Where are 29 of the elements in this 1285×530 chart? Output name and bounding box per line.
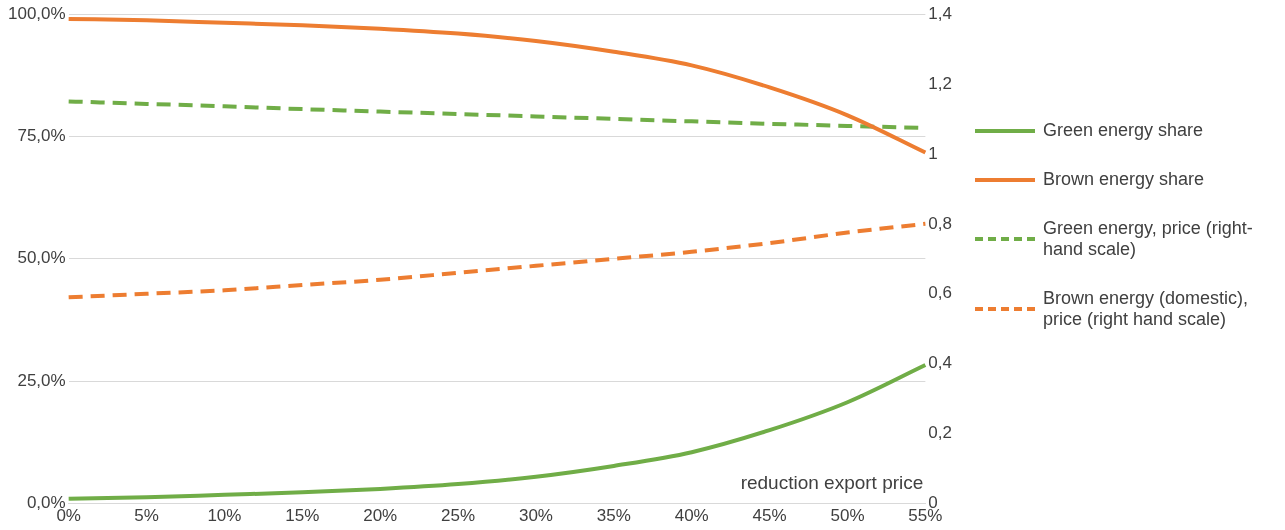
legend-label: Brown energy (domestic), price (right hand scale) — [1043, 288, 1250, 330]
x-tick-label: 45% — [752, 506, 787, 526]
legend-label: Green energy share — [1043, 120, 1204, 141]
x-tick-label: 30% — [518, 506, 553, 526]
y-tick-label: 50,0% — [17, 248, 66, 268]
y-tick-label: 25,0% — [17, 370, 66, 390]
y2-tick-label: 0,6 — [928, 283, 953, 303]
line-series — [66, 363, 928, 501]
x-tick-label: 20% — [363, 506, 398, 526]
y-tick-label: 75,0% — [17, 126, 66, 146]
line-series — [66, 221, 928, 300]
x-tick-label: 40% — [674, 506, 709, 526]
x-tick-label: 50% — [830, 506, 865, 526]
x-tick-label: 15% — [285, 506, 320, 526]
y2-tick-label: 1,2 — [928, 73, 953, 93]
y2-tick-label: 1 — [928, 143, 938, 163]
y2-tick-label: 1,4 — [928, 3, 953, 23]
y2-tick-label: 0,2 — [928, 423, 953, 443]
legend-label: Brown energy share — [1043, 169, 1205, 190]
x-tick-label: 25% — [441, 506, 476, 526]
legend-label: Green energy, price (right-hand scale) — [1043, 218, 1254, 260]
x-tick-label: 10% — [207, 506, 242, 526]
y2-tick-label: 0,8 — [928, 213, 953, 233]
x-tick-label: 5% — [134, 506, 159, 526]
x-tick-label: 35% — [596, 506, 631, 526]
y-tick-label: 100,0% — [7, 3, 66, 23]
x-axis-title: reduction export price — [740, 472, 924, 494]
y2-tick-label: 0,4 — [928, 353, 953, 373]
line-series — [66, 16, 928, 155]
